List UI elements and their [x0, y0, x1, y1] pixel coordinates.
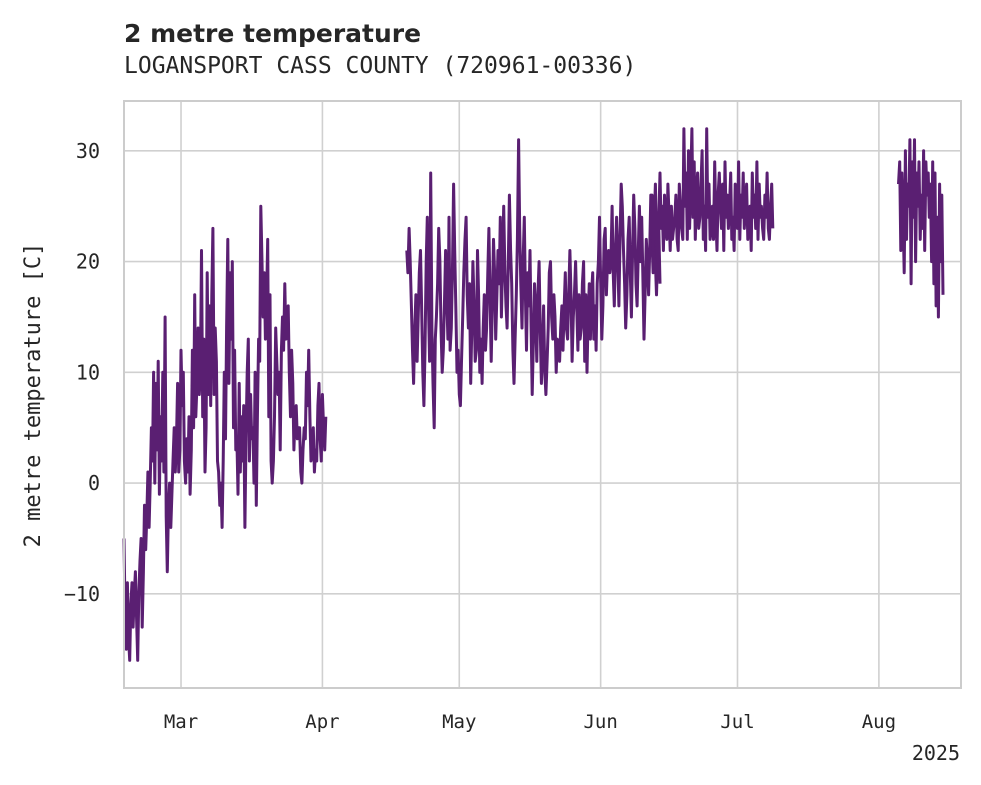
x-tick-label: Jul: [720, 711, 754, 733]
y-tick-label: −10: [64, 582, 100, 606]
x-axis-year-label: 2025: [912, 741, 960, 765]
y-tick-label: 0: [88, 471, 100, 495]
y-axis-ticks: −10 0 10 20 30: [64, 139, 100, 606]
chart-subtitle: LOGANSPORT CASS COUNTY (720961-00336): [124, 53, 636, 79]
temperature-line-segment: [897, 138, 945, 319]
temperature-line-segment: [122, 204, 328, 662]
x-tick-label: May: [442, 711, 476, 733]
x-tick-label: Jun: [583, 711, 617, 733]
x-tick-label: Mar: [164, 711, 198, 733]
x-axis-ticks: Mar Apr May Jun Jul Aug: [164, 711, 896, 733]
y-tick-label: 20: [76, 250, 100, 274]
temperature-series: [122, 127, 945, 662]
x-tick-label: Apr: [305, 711, 339, 733]
x-tick-label: Aug: [862, 711, 896, 733]
temperature-line-segment: [649, 127, 775, 264]
chart-title: 2 metre temperature: [124, 19, 421, 48]
temperature-line-segment: [405, 138, 662, 430]
y-tick-label: 10: [76, 360, 100, 384]
y-tick-label: 30: [76, 139, 100, 163]
plot-area: [124, 101, 961, 688]
y-gridlines: [124, 150, 961, 595]
y-axis-label: 2 metre temperature [C]: [21, 243, 46, 548]
plot-frame: [123, 100, 962, 689]
